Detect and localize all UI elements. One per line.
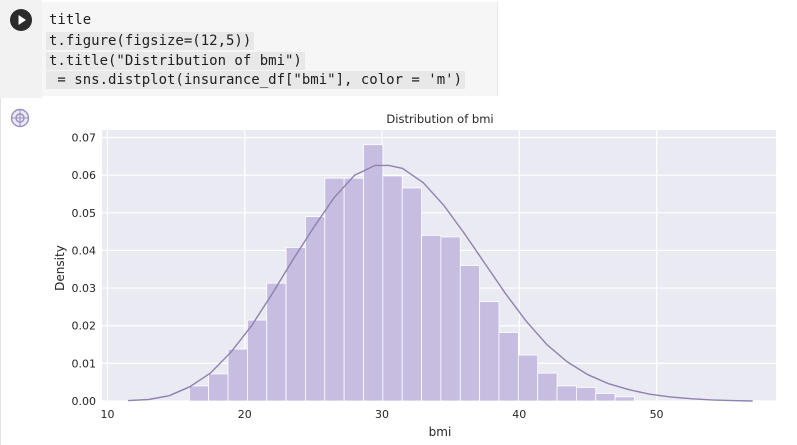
histogram-bar (343, 177, 364, 402)
y-tick-label: 0.02 (72, 320, 97, 333)
histogram-bar (421, 234, 442, 402)
play-icon (18, 15, 26, 25)
histogram-bar (537, 372, 558, 402)
histogram-bar (614, 396, 635, 402)
y-tick-label: 0.05 (72, 207, 97, 220)
histogram-bar (227, 348, 248, 402)
y-tick-label: 0.00 (72, 395, 97, 408)
code-line: t.title("Distribution of bmi") (46, 52, 305, 70)
histogram-bar (246, 319, 268, 402)
y-tick-label: 0.03 (72, 282, 97, 295)
code-line: t.figure(figsize=(12,5)) (46, 32, 255, 50)
histogram-bar (266, 282, 287, 402)
x-axis-label: bmi (429, 425, 452, 439)
histogram-bar (188, 385, 210, 402)
histogram-bar (498, 332, 519, 402)
histogram-bar (440, 236, 461, 402)
x-tick-label: 10 (100, 408, 114, 421)
histogram-bar (517, 354, 539, 402)
histogram-bar (324, 177, 345, 402)
histogram-bar (285, 247, 306, 402)
y-tick-label: 0.07 (72, 132, 97, 145)
code-line: title (49, 12, 92, 28)
y-tick-label: 0.01 (72, 357, 97, 370)
x-tick-label: 30 (375, 408, 389, 421)
histogram-bar (363, 144, 384, 402)
histogram-bar (459, 265, 481, 402)
chart-title: Distribution of bmi (386, 112, 493, 126)
x-tick-label: 20 (238, 408, 252, 421)
histogram-bar (479, 301, 500, 402)
histogram-bar (305, 216, 326, 402)
histogram-bar (208, 373, 229, 402)
y-tick-label: 0.04 (72, 244, 97, 257)
output-border (0, 98, 1, 445)
y-axis-label: Density (53, 245, 67, 291)
output-icon (10, 108, 30, 128)
run-cell-button[interactable] (10, 9, 32, 31)
histogram-bar (556, 385, 577, 402)
code-line: = sns.distplot(insurance_df["bmi"], colo… (46, 71, 466, 89)
x-tick-label: 50 (650, 408, 664, 421)
x-tick-label: 40 (512, 408, 526, 421)
kde-line (128, 164, 753, 402)
code-editor[interactable]: title t.figure(figsize=(12,5)) t.title("… (42, 2, 498, 96)
histogram-bar (382, 175, 403, 402)
y-tick-label: 0.06 (72, 169, 97, 182)
histogram-bar (576, 387, 597, 402)
histogram-bar (595, 393, 616, 402)
histogram-bar (401, 187, 422, 402)
